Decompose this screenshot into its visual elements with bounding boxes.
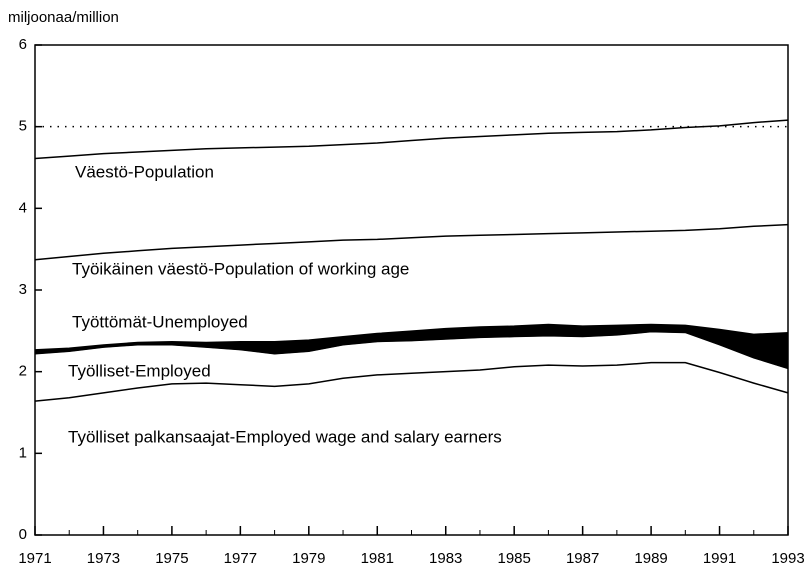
x-tick-label: 1989 xyxy=(634,550,667,567)
series-label: Työttömät-Unemployed xyxy=(72,312,248,331)
x-tick-label: 1991 xyxy=(703,550,736,567)
y-tick-label: 6 xyxy=(19,36,27,53)
series-label: Työlliset-Employed xyxy=(68,361,211,380)
x-tick-label: 1979 xyxy=(292,550,325,567)
x-tick-label: 1993 xyxy=(771,550,804,567)
x-tick-label: 1981 xyxy=(361,550,394,567)
series-label: Väestö-Population xyxy=(75,162,214,181)
y-tick-label: 2 xyxy=(19,363,27,380)
x-tick-label: 1983 xyxy=(429,550,462,567)
series-label: Työikäinen väestö-Population of working … xyxy=(72,259,409,278)
y-tick-label: 1 xyxy=(19,444,27,461)
y-tick-label: 4 xyxy=(19,199,27,216)
x-tick-label: 1971 xyxy=(18,550,51,567)
x-tick-label: 1973 xyxy=(87,550,120,567)
x-tick-label: 1975 xyxy=(155,550,188,567)
plot-frame xyxy=(34,44,789,536)
x-tick-label: 1985 xyxy=(497,550,530,567)
series-line xyxy=(34,223,789,261)
y-tick-label: 3 xyxy=(19,281,27,298)
y-tick-label: 5 xyxy=(19,118,27,135)
y-axis-label: miljoonaa/million xyxy=(8,9,119,26)
y-tick-label: 0 xyxy=(19,526,27,543)
series-line xyxy=(34,361,789,402)
series-line xyxy=(34,330,789,370)
x-tick-label: 1977 xyxy=(224,550,257,567)
x-tick-label: 1987 xyxy=(566,550,599,567)
series-line xyxy=(34,119,789,160)
series-label: Työlliset palkansaajat-Employed wage and… xyxy=(68,427,502,446)
